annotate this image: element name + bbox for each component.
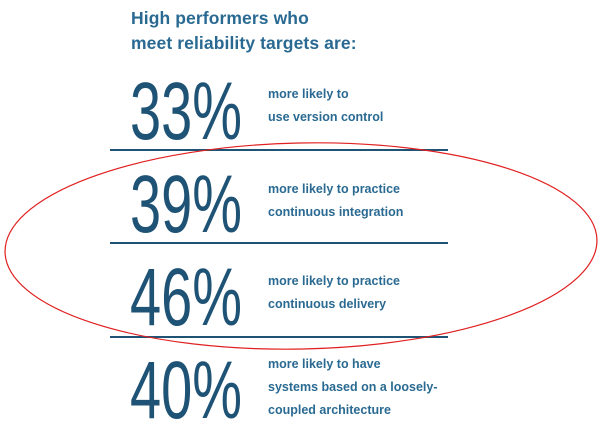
stat-description-line: more likely to <box>268 87 349 101</box>
page-title: High performers who meet reliability tar… <box>131 6 491 56</box>
stat-description-line: systems based on a loosely- <box>268 380 438 394</box>
stat-description-line: continuous delivery <box>268 297 387 311</box>
stat-continuous-integration: 39% more likely to practice continuous i… <box>0 159 604 253</box>
stat-description: more likely to use version control <box>268 83 498 129</box>
stat-description-line: coupled architecture <box>268 403 391 417</box>
stat-description: more likely to have systems based on a l… <box>268 353 498 422</box>
stat-percent: 39% <box>130 159 242 250</box>
title-line-2: meet reliability targets are: <box>131 33 357 53</box>
stat-percent: 46% <box>130 252 242 343</box>
stat-version-control: 33% more likely to use version control <box>0 66 604 160</box>
stat-description-line: more likely to practice <box>268 274 401 288</box>
stat-percent-value: 40% <box>130 345 242 436</box>
divider <box>110 336 448 338</box>
stat-description-line: continuous integration <box>268 205 404 219</box>
divider <box>110 149 448 151</box>
stat-description: more likely to practice continuous deliv… <box>268 270 498 316</box>
title-line-1: High performers who <box>131 8 309 28</box>
stat-percent-value: 46% <box>130 252 242 343</box>
stat-percent: 40% <box>130 345 242 436</box>
stat-description-line: more likely to practice <box>268 182 401 196</box>
stat-percent-value: 39% <box>130 159 242 250</box>
stat-percent-value: 33% <box>130 66 242 157</box>
stat-description: more likely to practice continuous integ… <box>268 178 498 224</box>
stat-loosely-coupled-architecture: 40% more likely to have systems based on… <box>0 345 604 439</box>
divider <box>110 242 448 244</box>
stat-continuous-delivery: 46% more likely to practice continuous d… <box>0 252 604 346</box>
stat-description-line: use version control <box>268 110 384 124</box>
stat-description-line: more likely to have <box>268 357 381 371</box>
stat-percent: 33% <box>130 66 242 157</box>
